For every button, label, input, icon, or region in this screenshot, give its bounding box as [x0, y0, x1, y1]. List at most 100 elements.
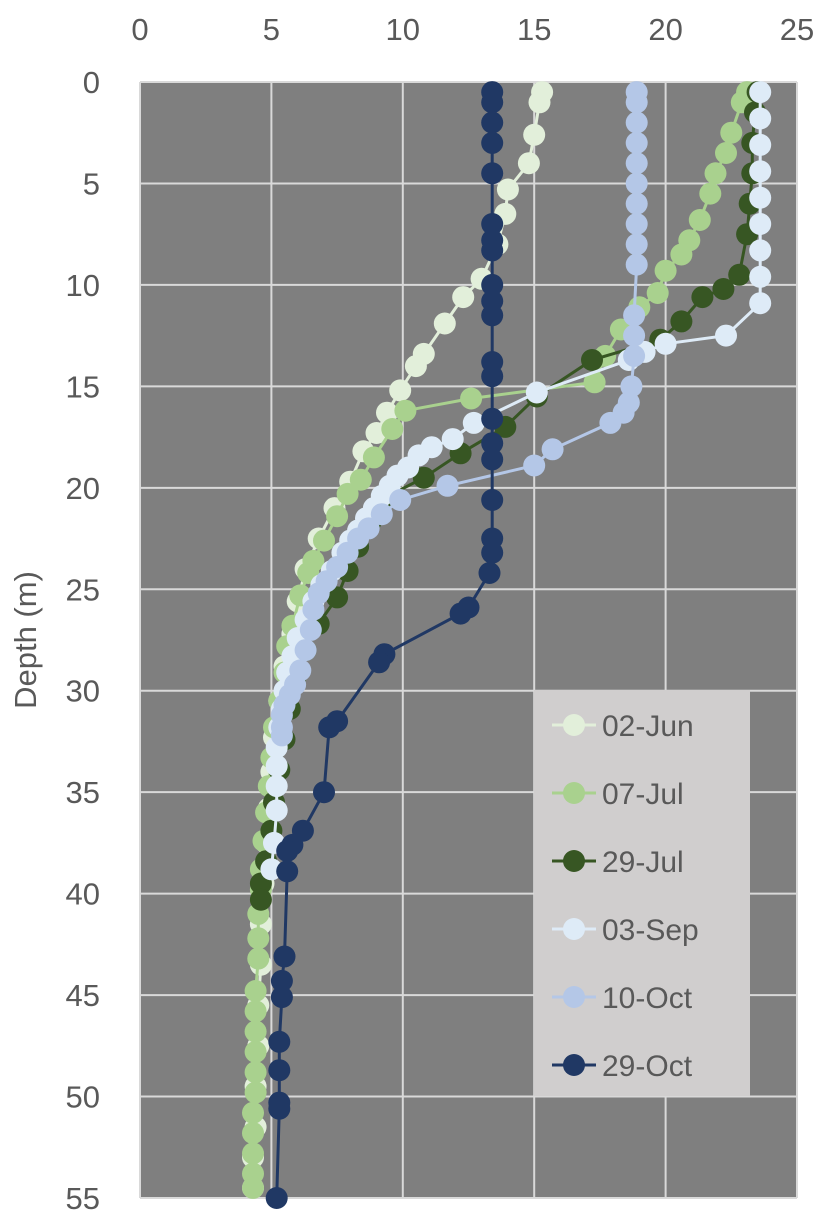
- data-point: [670, 310, 693, 333]
- data-point: [749, 239, 772, 262]
- data-point: [481, 407, 504, 430]
- data-point: [247, 927, 270, 950]
- x-tick-label: 25: [780, 12, 814, 47]
- legend-label: 29-Jul: [602, 846, 684, 879]
- data-point: [625, 253, 648, 276]
- data-point: [433, 312, 456, 335]
- data-point: [749, 186, 772, 209]
- data-point: [462, 411, 485, 434]
- data-point: [481, 162, 504, 185]
- data-point: [599, 411, 622, 434]
- legend-label: 02-Jun: [602, 710, 694, 743]
- data-point: [581, 349, 603, 371]
- legend-marker: [563, 782, 585, 804]
- data-point: [623, 344, 646, 367]
- data-point: [481, 273, 504, 296]
- data-point: [362, 446, 385, 469]
- data-point: [265, 799, 288, 822]
- data-point: [625, 131, 648, 154]
- y-tick-label: 45: [66, 978, 100, 1013]
- data-point: [276, 860, 299, 883]
- data-point: [318, 716, 341, 739]
- data-point: [299, 618, 322, 641]
- data-point: [525, 381, 548, 404]
- legend-label: 07-Jul: [602, 778, 684, 811]
- y-tick-label: 5: [83, 166, 100, 201]
- data-point: [481, 239, 504, 262]
- data-point: [728, 263, 751, 286]
- data-point: [265, 775, 288, 798]
- data-point: [481, 111, 504, 134]
- data-point: [481, 448, 504, 471]
- data-point: [326, 586, 349, 609]
- data-point: [244, 1061, 267, 1084]
- data-point: [478, 562, 501, 584]
- data-point: [270, 986, 293, 1009]
- data-point: [625, 213, 648, 235]
- series-29-Oct: [265, 81, 504, 1209]
- data-point: [268, 1097, 291, 1120]
- data-point: [749, 133, 772, 156]
- y-axis-title: Depth (m): [8, 571, 43, 709]
- x-tick-label: 20: [648, 12, 682, 47]
- data-point: [749, 213, 772, 235]
- data-point: [273, 945, 296, 968]
- gridlines: [139, 81, 798, 1199]
- data-point: [625, 91, 648, 114]
- data-point: [244, 1040, 267, 1063]
- data-point: [404, 355, 427, 378]
- legend-item: 02-Jun: [552, 710, 694, 743]
- data-point: [670, 243, 693, 266]
- data-point: [460, 387, 483, 410]
- data-point: [749, 81, 772, 104]
- y-tick-label: 0: [83, 65, 100, 100]
- data-point: [412, 466, 435, 489]
- data-point: [625, 152, 648, 175]
- legend-item: 07-Jul: [552, 778, 684, 811]
- data-point: [699, 182, 722, 205]
- data-point: [654, 332, 677, 355]
- data-point: [625, 172, 648, 195]
- data-point: [313, 529, 335, 552]
- data-point: [270, 724, 293, 747]
- x-tick-label: 10: [386, 12, 420, 47]
- data-point: [244, 1081, 267, 1104]
- data-point: [394, 399, 417, 422]
- data-point: [481, 91, 504, 114]
- data-point: [623, 324, 646, 347]
- legend-item: 29-Oct: [552, 1050, 693, 1083]
- data-point: [389, 379, 412, 402]
- data-point: [265, 754, 288, 777]
- y-tick-label: 10: [66, 268, 100, 303]
- y-tick-label: 35: [66, 775, 100, 810]
- data-point: [523, 454, 546, 477]
- data-point: [715, 324, 737, 347]
- data-point: [749, 265, 772, 288]
- legend-item: 03-Sep: [552, 914, 699, 947]
- data-point: [349, 468, 372, 491]
- x-tick-label: 5: [263, 12, 280, 47]
- data-point: [336, 482, 359, 505]
- y-tick-labels: 0 5 10 15 20 25 30 35 40 45 50 55: [66, 65, 100, 1213]
- y-tick-label: 50: [66, 1080, 100, 1115]
- data-point: [625, 111, 648, 134]
- data-point: [481, 131, 504, 154]
- y-tick-label: 55: [66, 1181, 100, 1213]
- data-point: [370, 503, 393, 526]
- data-point: [244, 980, 267, 1002]
- data-point: [242, 1176, 264, 1199]
- data-point: [688, 209, 711, 231]
- data-point: [517, 152, 540, 175]
- data-point: [654, 259, 677, 282]
- data-point: [481, 489, 504, 511]
- data-point: [691, 286, 714, 309]
- data-point: [268, 1030, 291, 1053]
- y-tick-label: 25: [66, 572, 100, 607]
- data-point: [381, 418, 404, 440]
- data-point: [326, 505, 349, 528]
- data-point: [436, 474, 459, 497]
- data-point: [481, 213, 504, 235]
- data-point: [623, 304, 646, 327]
- series-10-Oct: [270, 81, 648, 747]
